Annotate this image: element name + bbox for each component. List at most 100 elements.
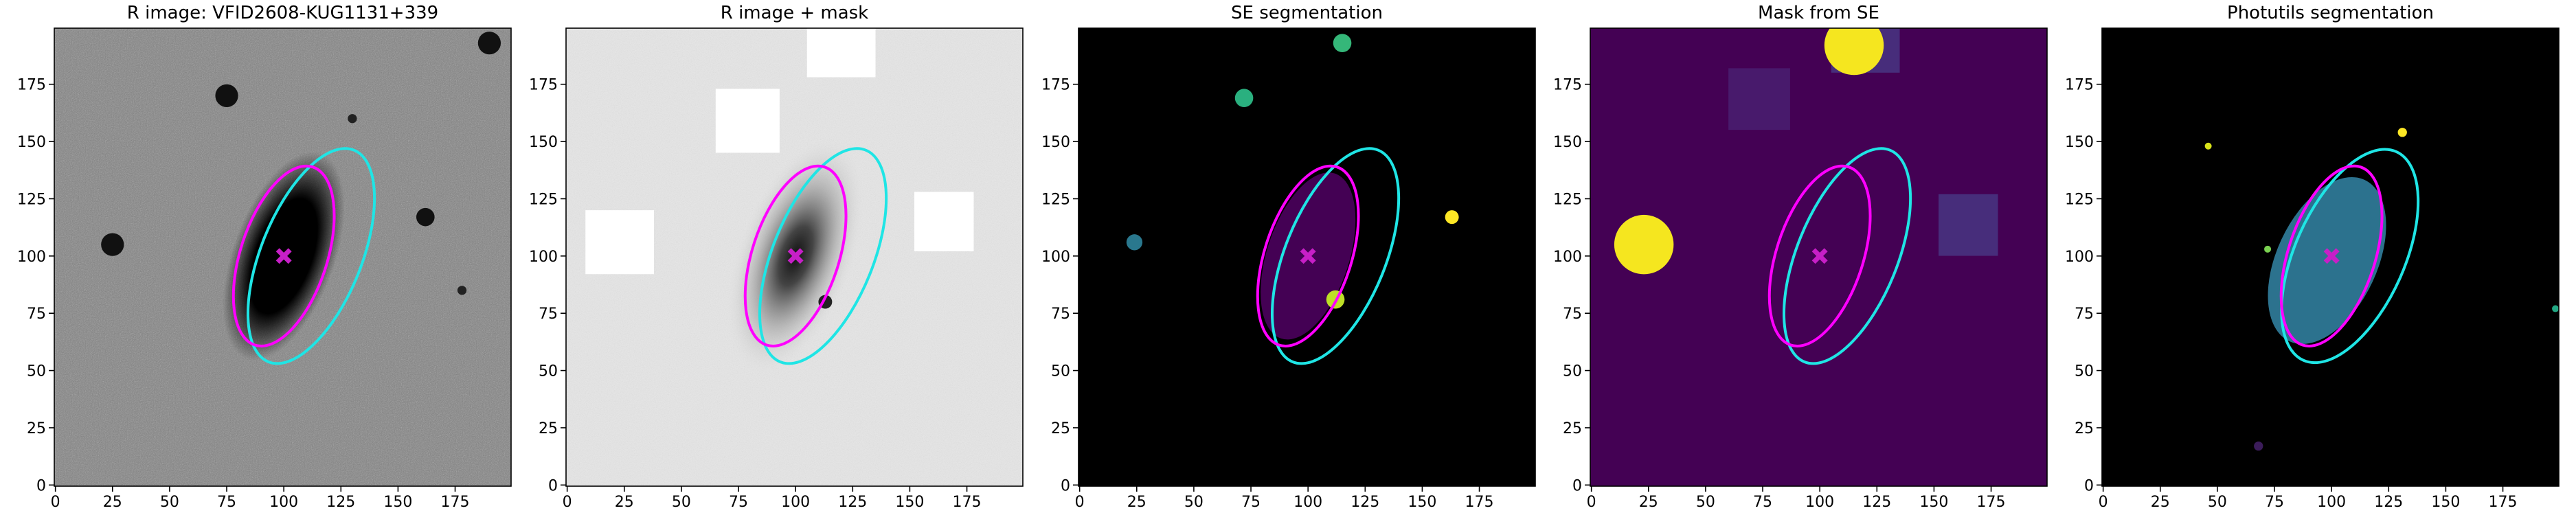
x-tick-label: 50 — [672, 494, 691, 511]
y-tick-label: 175 — [2065, 77, 2094, 94]
mask-region — [585, 210, 655, 275]
x-tick-label: 175 — [1977, 494, 2006, 511]
y-tick-label: 100 — [1553, 249, 1582, 266]
x-tick-label: 0 — [1075, 494, 1085, 511]
y-tick-label: 25 — [1563, 420, 1582, 437]
y-tick-label: 125 — [1041, 191, 1070, 208]
y-tick-label: 125 — [2065, 191, 2094, 208]
y-tick-label: 75 — [27, 306, 46, 323]
x-tick-label: 150 — [1408, 494, 1436, 511]
aperture-ellipse — [2279, 164, 2384, 347]
panel: R image + mask 0 25 50 75 100 125 150 175 0 25 50 75… — [529, 3, 1024, 511]
x-tick-label: 175 — [1465, 494, 1494, 511]
aperture-ellipse — [2280, 148, 2420, 365]
panel: SE segmentation 0 25 50 75 100 125 150 175 0 25 50 7… — [1041, 3, 1536, 511]
image — [54, 28, 511, 486]
y-tick-label: 25 — [539, 420, 558, 437]
mask-region — [1939, 194, 1998, 256]
panel-title: Photutils segmentation — [2227, 3, 2434, 23]
x-tick-label: 150 — [2431, 494, 2460, 511]
x-tick-label: 125 — [838, 494, 867, 511]
x-tick-label: 75 — [1753, 494, 1772, 511]
y-tick-label: 150 — [1553, 134, 1582, 151]
x-tick-label: 125 — [326, 494, 355, 511]
x-tick-label: 25 — [103, 494, 122, 511]
y-tick-label: 0 — [36, 477, 46, 494]
y-tick-label: 50 — [2075, 363, 2094, 380]
y-tick-label: 100 — [529, 249, 558, 266]
panel-title: R image: VFID2608-KUG1131+339 — [127, 3, 438, 23]
y-tick-label: 0 — [548, 477, 558, 494]
blob — [477, 32, 501, 55]
panel-title: SE segmentation — [1231, 3, 1383, 23]
y-tick-label: 50 — [27, 363, 46, 380]
y-tick-label: 100 — [2065, 249, 2094, 266]
x-tick-label: 150 — [383, 494, 412, 511]
y-tick-label: 150 — [1041, 134, 1070, 151]
x-tick-label: 175 — [441, 494, 470, 511]
x-tick-label: 0 — [563, 494, 572, 511]
center-marker — [787, 248, 804, 264]
blob — [2397, 128, 2407, 137]
aperture-ellipse — [1767, 164, 1872, 347]
mask-region — [1728, 68, 1790, 130]
x-tick-label: 175 — [953, 494, 982, 511]
aperture-ellipse — [1256, 164, 1360, 347]
x-tick-label: 100 — [269, 494, 298, 511]
panel-title: Mask from SE — [1758, 3, 1879, 23]
y-tick-label: 150 — [2065, 134, 2094, 151]
aperture-ellipse — [758, 147, 888, 365]
panel: Photutils segmentation 0 25 50 75 100 125 150 17… — [2065, 3, 2560, 511]
x-tick-label: 50 — [2208, 494, 2227, 511]
y-tick-label: 50 — [1051, 363, 1070, 380]
panel-title: R image + mask — [721, 3, 869, 23]
center-marker — [1300, 248, 1316, 264]
x-tick-label: 150 — [1919, 494, 1948, 511]
y-tick-label: 125 — [17, 191, 46, 208]
x-tick-label: 25 — [615, 494, 634, 511]
x-tick-label: 175 — [2489, 494, 2518, 511]
blob — [1333, 34, 1352, 52]
blob — [457, 286, 467, 295]
x-tick-label: 100 — [781, 494, 810, 511]
blob — [101, 233, 124, 256]
blob — [1445, 210, 1459, 225]
blob — [1824, 28, 1884, 76]
aperture-ellipse — [1782, 147, 1912, 365]
y-tick-label: 0 — [2084, 477, 2094, 494]
blob — [2204, 142, 2212, 150]
y-tick-label: 175 — [1041, 77, 1070, 94]
y-tick-label: 75 — [1051, 306, 1070, 323]
mask-region — [914, 192, 974, 251]
y-tick-label: 125 — [1553, 191, 1582, 208]
axes-frame — [2101, 27, 2560, 487]
x-tick-label: 25 — [2151, 494, 2170, 511]
y-tick-label: 75 — [1563, 306, 1582, 323]
y-tick-label: 150 — [529, 134, 558, 151]
x-tick-label: 0 — [2099, 494, 2108, 511]
axes-frame — [1078, 27, 1536, 487]
x-tick-label: 100 — [1293, 494, 1322, 511]
x-tick-label: 25 — [1639, 494, 1658, 511]
image — [566, 28, 1023, 486]
blob — [2254, 441, 2263, 451]
y-tick-label: 175 — [1553, 77, 1582, 94]
panel: R image: VFID2608-KUG1131+339 0 25 50 75 100 1… — [17, 3, 512, 511]
blob — [2264, 245, 2272, 253]
aperture-ellipse — [231, 164, 336, 347]
x-tick-label: 75 — [729, 494, 748, 511]
x-tick-label: 75 — [1241, 494, 1261, 511]
image — [1590, 28, 2047, 486]
y-tick-label: 175 — [529, 77, 558, 94]
axes-frame — [1590, 27, 2048, 487]
center-marker — [2323, 248, 2340, 264]
x-tick-label: 125 — [2374, 494, 2403, 511]
y-tick-label: 25 — [27, 420, 46, 437]
axes-frame — [565, 27, 1024, 487]
aperture-ellipse — [743, 164, 848, 347]
x-tick-label: 0 — [51, 494, 60, 511]
blob — [348, 114, 357, 124]
x-tick-label: 0 — [1587, 494, 1596, 511]
x-tick-label: 100 — [2317, 494, 2346, 511]
